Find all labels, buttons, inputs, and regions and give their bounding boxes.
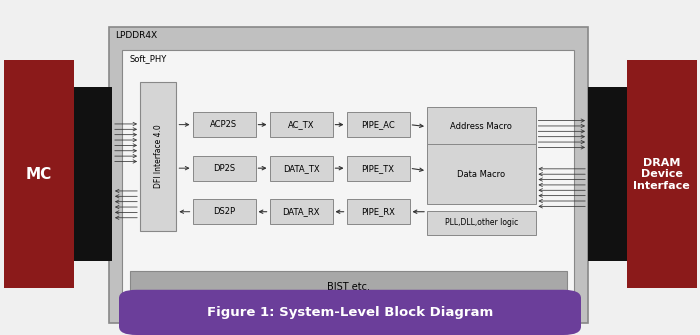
Bar xyxy=(626,60,696,288)
Bar xyxy=(130,271,567,303)
Text: MC: MC xyxy=(25,167,52,182)
Text: Address Macro: Address Macro xyxy=(450,122,512,131)
Text: Soft_PHY: Soft_PHY xyxy=(130,54,167,63)
Bar xyxy=(346,199,410,224)
Bar xyxy=(427,144,536,204)
Bar xyxy=(270,199,332,224)
Bar xyxy=(108,27,588,323)
Bar xyxy=(270,112,332,137)
Bar xyxy=(270,156,332,181)
Text: DFI Interface 4.0: DFI Interface 4.0 xyxy=(154,125,162,189)
Text: ACP2S: ACP2S xyxy=(211,120,237,129)
Text: DP2S: DP2S xyxy=(213,164,235,173)
Text: PIPE_AC: PIPE_AC xyxy=(361,120,395,129)
Bar xyxy=(427,107,536,146)
Bar xyxy=(4,60,74,288)
Bar xyxy=(346,112,410,137)
Text: PIPE_RX: PIPE_RX xyxy=(361,207,395,216)
Text: DS2P: DS2P xyxy=(213,207,235,216)
Bar xyxy=(193,156,256,181)
Bar xyxy=(122,50,574,303)
Bar xyxy=(140,82,176,231)
FancyBboxPatch shape xyxy=(119,290,581,335)
Text: Figure 1: System-Level Block Diagram: Figure 1: System-Level Block Diagram xyxy=(207,306,493,319)
Bar xyxy=(427,211,536,234)
Text: AC_TX: AC_TX xyxy=(288,120,314,129)
Text: Data Macro: Data Macro xyxy=(457,170,505,179)
Bar xyxy=(193,112,256,137)
Text: LPDDR4X: LPDDR4X xyxy=(116,31,158,40)
Text: PIPE_TX: PIPE_TX xyxy=(361,164,395,173)
Bar xyxy=(588,87,626,261)
Text: DATA_TX: DATA_TX xyxy=(283,164,319,173)
Text: BIST etc.: BIST etc. xyxy=(327,282,370,292)
Bar xyxy=(193,199,256,224)
Text: DATA_RX: DATA_RX xyxy=(282,207,320,216)
Bar xyxy=(74,87,112,261)
Text: PLL,DLL,other logic: PLL,DLL,other logic xyxy=(444,218,518,227)
Bar xyxy=(346,156,410,181)
Text: DRAM
Device
Interface: DRAM Device Interface xyxy=(633,157,690,191)
